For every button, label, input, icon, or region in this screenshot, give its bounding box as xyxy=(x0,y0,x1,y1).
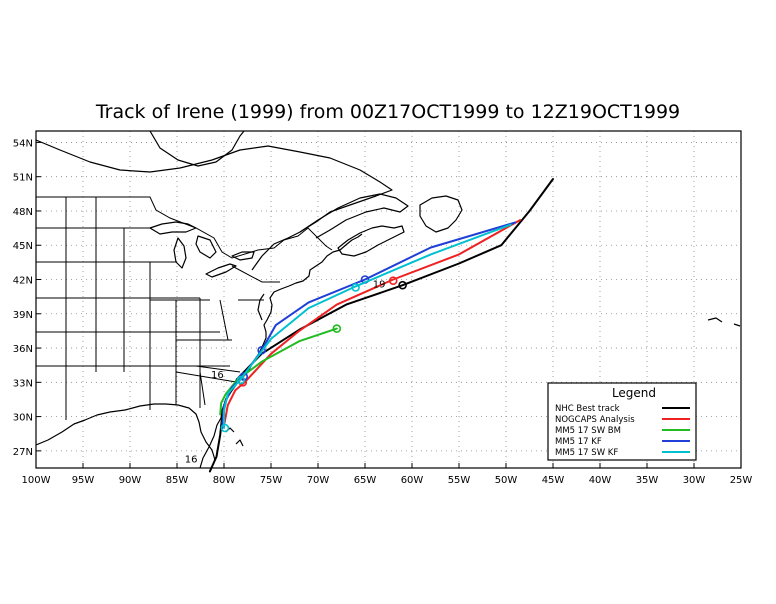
day-label: 19 xyxy=(373,280,386,291)
track-marker-mm5-17-sw-bm xyxy=(332,324,342,333)
track-marker-nogcaps-analysis xyxy=(238,377,248,387)
lon-tick-label: 75W xyxy=(260,475,283,486)
axis-tick-labels: 54N 51N 48N 45N 42N 39N 36N 33N 30N 27N 100W 95W 90W… xyxy=(13,138,753,486)
legend-entry-label: NHC Best track xyxy=(555,404,620,414)
track-marker-mm5-17-sw-kf xyxy=(220,423,230,433)
day-labels: 16 16 19 xyxy=(185,280,386,466)
bermuda-coastline xyxy=(707,317,741,327)
bahamas-coastline xyxy=(225,427,244,447)
lat-tick-label: 45N xyxy=(13,241,33,252)
track-line-nhc-best-track xyxy=(208,178,554,473)
lat-tick-label: 54N xyxy=(13,138,33,149)
storm-tracks xyxy=(208,178,554,473)
lon-tick-label: 25W xyxy=(730,475,753,486)
lake-michigan-coastline xyxy=(173,237,187,269)
lon-tick-label: 30W xyxy=(683,475,706,486)
lat-tick-label: 27N xyxy=(13,447,33,458)
track-marker-nogcaps-analysis xyxy=(388,276,398,286)
lat-tick-label: 51N xyxy=(13,173,33,184)
legend-entry-label: MM5 17 SW BM xyxy=(555,426,621,436)
lat-tick-label: 39N xyxy=(13,310,33,321)
lat-tick-label: 42N xyxy=(13,276,33,287)
chesapeake-coastline xyxy=(257,293,265,321)
lon-tick-label: 65W xyxy=(354,475,377,486)
legend-entry-label: MM5 17 KF xyxy=(555,437,602,447)
lon-tick-label: 60W xyxy=(401,475,424,486)
legend-box xyxy=(547,382,697,461)
legend-title: Legend xyxy=(612,386,656,400)
lon-tick-label: 70W xyxy=(307,475,330,486)
lat-tick-label: 48N xyxy=(13,207,33,218)
lon-tick-label: 40W xyxy=(589,475,612,486)
track-marker-mm5-17-sw-kf xyxy=(236,375,246,385)
lat-tick-label: 36N xyxy=(13,344,33,355)
track-marker-mm5-17-sw-kf xyxy=(351,283,360,292)
track-line-mm5-17-kf xyxy=(221,221,517,429)
plot-border xyxy=(35,130,742,469)
lat-tick-label: 33N xyxy=(13,378,33,389)
lon-tick-label: 80W xyxy=(213,475,236,486)
state-borders xyxy=(36,196,333,420)
track-line-nogcaps-analysis xyxy=(223,219,522,427)
track-marker-mm5-17-kf xyxy=(257,345,266,355)
track-marker-nhc-best-track xyxy=(398,280,407,290)
lake-huron-coastline xyxy=(195,235,217,259)
lake-erie-coastline xyxy=(205,263,237,278)
lon-tick-label: 90W xyxy=(119,475,142,486)
lon-tick-label: 55W xyxy=(448,475,471,486)
state-grid-lines xyxy=(36,197,280,420)
lon-tick-label: 35W xyxy=(636,475,659,486)
plot-frame xyxy=(35,130,742,469)
lat-tick-label: 30N xyxy=(13,413,33,424)
chart-title: Track of Irene (1999) from 00Z17OCT1999 … xyxy=(95,101,680,123)
track-line-mm5-17-sw-kf xyxy=(223,223,512,429)
lon-tick-label: 95W xyxy=(72,475,95,486)
lake-superior-coastline xyxy=(149,221,197,235)
legend-entry-label: MM5 17 SW KF xyxy=(555,448,618,458)
gulf-coast-coastline xyxy=(36,403,216,461)
lon-tick-label: 50W xyxy=(495,475,518,486)
legend-entry-label: NOGCAPS Analysis xyxy=(555,415,635,425)
lon-tick-label: 100W xyxy=(22,475,51,486)
hudson-bay-coastline xyxy=(149,131,245,167)
lon-tick-label: 85W xyxy=(166,475,189,486)
newfoundland-coastline xyxy=(419,195,463,233)
day-label: 16 xyxy=(185,454,198,465)
st-lawrence-coastline xyxy=(299,193,409,239)
nova-scotia-coastline xyxy=(337,225,405,257)
canada-north-coastline xyxy=(36,139,393,271)
day-label: 16 xyxy=(211,370,224,381)
lake-ontario-coastline xyxy=(231,251,255,261)
lon-tick-label: 45W xyxy=(542,475,565,486)
us-canada-border xyxy=(36,196,333,259)
